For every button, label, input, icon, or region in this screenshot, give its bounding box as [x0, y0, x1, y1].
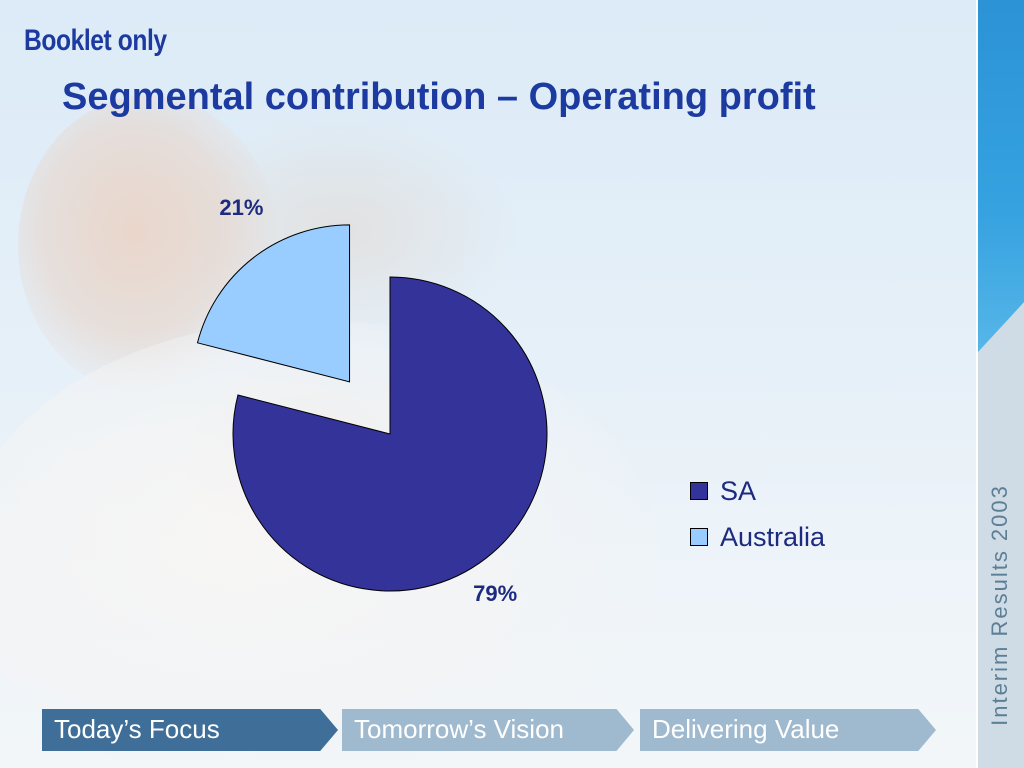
pie-slice-sa [232, 276, 548, 592]
page-title: Segmental contribution – Operating profi… [62, 76, 816, 118]
side-strip-diagonal [978, 300, 1024, 352]
nav-tab-todays-focus[interactable]: Today’s Focus [42, 709, 338, 751]
nav-tab-tomorrows-vision[interactable]: Tomorrow’s Vision [342, 709, 634, 751]
pie-slices [196, 224, 548, 592]
side-strip [976, 0, 1024, 768]
pie-slice-australia [196, 224, 351, 383]
nav-tab-delivering-value[interactable]: Delivering Value [640, 709, 936, 751]
legend-label-sa: SA [720, 476, 757, 506]
side-caption: Interim Results 2003 [987, 484, 1012, 726]
pie-label-australia: 21% [219, 195, 263, 220]
booklet-label: Booklet only [24, 24, 167, 57]
legend-swatch-sa [690, 482, 708, 500]
pie-label-sa: 79% [473, 581, 517, 606]
side-strip-accent [978, 0, 1024, 352]
pie-chart: 79% 21% [196, 195, 548, 606]
pie-labels: 79% 21% [219, 195, 517, 606]
legend-label-australia: Australia [720, 522, 826, 552]
legend-swatch-australia [690, 528, 708, 546]
